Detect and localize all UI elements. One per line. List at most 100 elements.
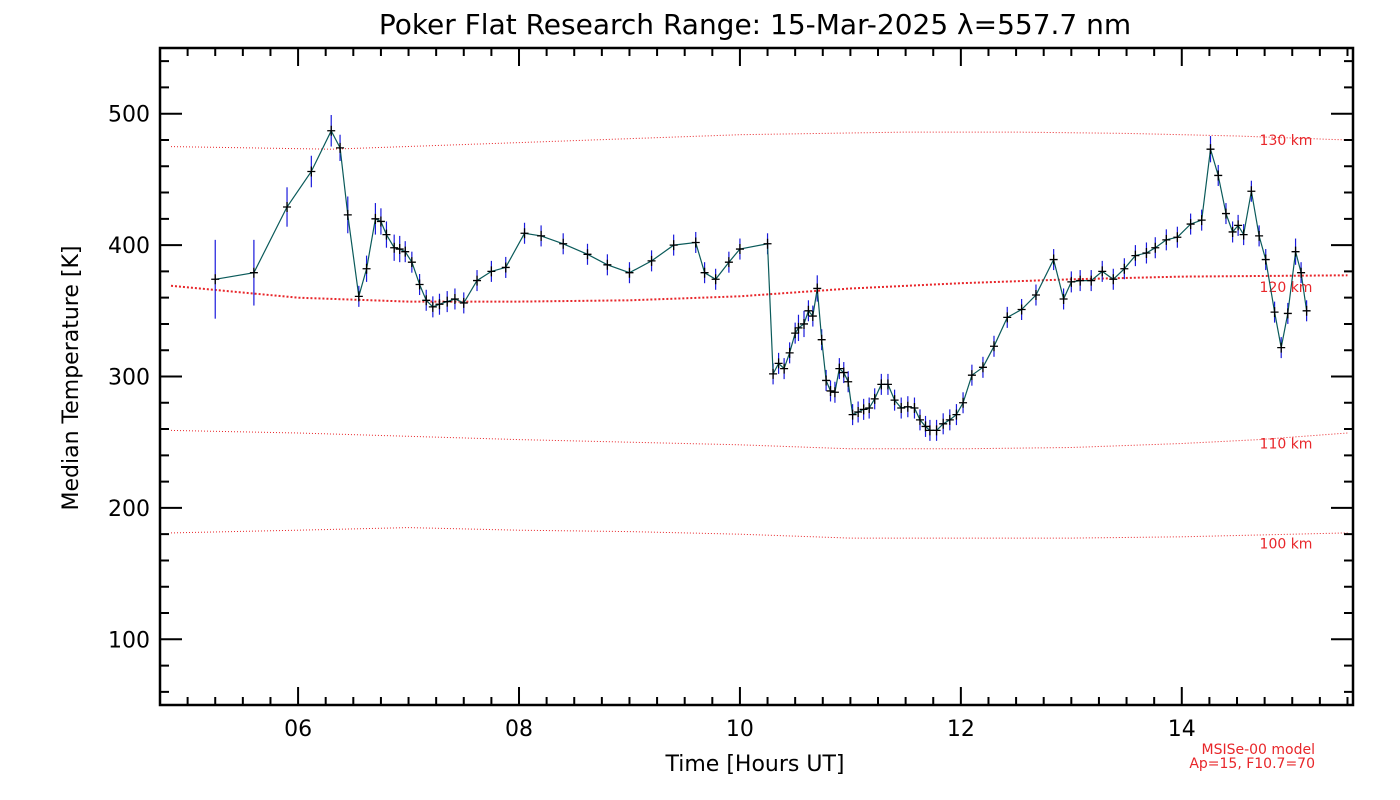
y-tick-label: 100 xyxy=(108,628,150,653)
data-point xyxy=(791,328,800,339)
data-point xyxy=(794,322,803,333)
data-point xyxy=(724,257,733,268)
data-point xyxy=(669,240,678,251)
data-point xyxy=(1076,275,1085,286)
data-point xyxy=(283,201,292,212)
data-point xyxy=(1120,263,1129,274)
data-point-markers xyxy=(211,125,1311,436)
data-point xyxy=(428,301,437,312)
data-point xyxy=(647,255,656,266)
data-point xyxy=(822,375,831,386)
data-point xyxy=(945,414,954,425)
chart-title: Poker Flat Research Range: 15-Mar-2025 λ… xyxy=(379,8,1131,41)
data-point xyxy=(780,363,789,374)
data-point xyxy=(520,228,529,239)
data-point xyxy=(249,267,258,278)
data-point xyxy=(473,275,482,286)
data-point xyxy=(1214,170,1223,181)
y-axis-label: Median Temperature [K] xyxy=(59,246,84,511)
data-point xyxy=(1151,242,1160,253)
data-point xyxy=(559,238,568,249)
data-point xyxy=(1277,342,1286,353)
data-point xyxy=(1131,250,1140,261)
data-point xyxy=(415,279,424,290)
x-axis-label: Time [Hours UT] xyxy=(665,752,845,777)
data-point xyxy=(390,242,399,253)
data-point xyxy=(327,125,336,136)
plot-frame xyxy=(158,46,1355,707)
data-point xyxy=(422,295,431,306)
data-point xyxy=(1255,230,1264,241)
data-point xyxy=(382,229,391,240)
data-point xyxy=(435,299,444,310)
model-label-100-km: 100 km xyxy=(1260,536,1313,552)
data-point xyxy=(1239,229,1248,240)
data-point xyxy=(443,296,452,307)
data-point xyxy=(865,403,874,414)
data-point xyxy=(625,267,634,278)
x-tick-label: 06 xyxy=(284,717,312,742)
data-point xyxy=(870,393,879,404)
data-point xyxy=(407,257,416,268)
x-tick-labels: 06 08 10 12 14 xyxy=(284,717,1196,742)
data-point xyxy=(700,267,709,278)
data-point xyxy=(583,249,592,260)
data-point xyxy=(211,274,220,285)
data-point xyxy=(1031,290,1040,301)
temperature-series-line xyxy=(215,129,1308,431)
x-tick-label: 14 xyxy=(1168,717,1196,742)
x-tick-label: 10 xyxy=(726,717,754,742)
data-point xyxy=(839,367,848,378)
data-point xyxy=(1302,305,1311,316)
data-point xyxy=(915,414,924,425)
model-label-120-km: 120 km xyxy=(1260,280,1313,296)
data-point xyxy=(1234,220,1243,231)
data-point xyxy=(376,216,385,227)
axis-ticks xyxy=(160,48,1353,705)
model-label-130-km: 130 km xyxy=(1260,133,1313,149)
data-point xyxy=(952,409,961,420)
data-point xyxy=(1197,215,1206,226)
data-point xyxy=(1221,208,1230,219)
data-point xyxy=(939,418,948,429)
data-point xyxy=(1109,274,1118,285)
data-point xyxy=(343,209,352,220)
y-tick-label: 500 xyxy=(108,103,150,128)
data-point xyxy=(354,291,363,302)
data-point xyxy=(1173,232,1182,243)
data-point xyxy=(501,262,510,273)
data-point xyxy=(835,363,844,374)
data-point xyxy=(537,230,546,241)
data-point xyxy=(603,259,612,270)
data-point xyxy=(711,274,720,285)
data-point xyxy=(487,266,496,277)
data-point xyxy=(371,213,380,224)
data-point xyxy=(1283,308,1292,319)
data-point xyxy=(799,318,808,329)
y-tick-labels: 100 200 300 400 500 xyxy=(108,103,150,654)
model-curves xyxy=(170,131,1348,539)
data-point xyxy=(813,283,822,294)
data-point xyxy=(883,379,892,390)
data-point xyxy=(1017,304,1026,315)
data-point xyxy=(903,401,912,412)
data-point xyxy=(1261,254,1270,265)
data-point xyxy=(808,311,817,322)
data-point xyxy=(1003,312,1012,323)
data-point xyxy=(848,409,857,420)
data-point xyxy=(1098,266,1107,277)
data-point xyxy=(1186,219,1195,230)
data-point xyxy=(1142,247,1151,258)
data-point xyxy=(959,397,968,408)
data-point xyxy=(804,305,813,316)
model-label-110-km: 110 km xyxy=(1260,437,1313,453)
data-point xyxy=(735,244,744,255)
data-point xyxy=(859,404,868,415)
data-point xyxy=(450,293,459,304)
data-point xyxy=(395,244,404,255)
data-point xyxy=(844,376,853,387)
model-curve-100-km xyxy=(170,527,1348,539)
data-point xyxy=(978,362,987,373)
data-point xyxy=(774,358,783,369)
